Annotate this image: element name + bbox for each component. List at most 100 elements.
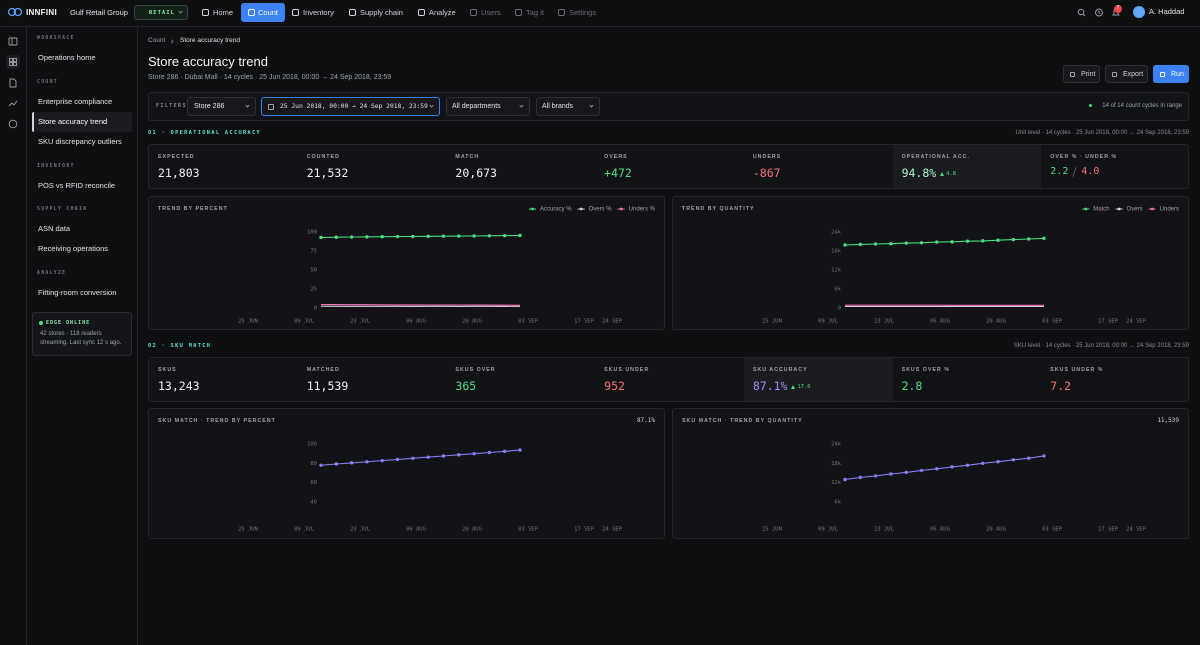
status-dot — [39, 321, 43, 326]
kpi-value: 4.0 — [1081, 166, 1100, 177]
button-icon — [1070, 72, 1075, 77]
data-point — [843, 243, 847, 247]
data-point — [319, 463, 323, 467]
nav-item[interactable]: Supply chain — [360, 8, 403, 17]
data-point — [981, 461, 985, 466]
data-point — [1026, 237, 1031, 241]
kpi-label: SKU ACCURACY — [752, 367, 808, 373]
kpi-value: 11,539 — [306, 379, 349, 393]
legend-dot — [1117, 207, 1121, 211]
kpi-label: MATCHED — [306, 367, 340, 373]
x-tick-label: 03 SEP — [1042, 319, 1063, 325]
data-point — [1042, 236, 1046, 241]
data-point — [349, 461, 354, 465]
x-tick-label: 06 AUG — [930, 527, 950, 533]
y-tick-label: 6k — [834, 500, 841, 506]
sidebar-section-title: SUPPLY CHAIN — [37, 207, 88, 213]
nav-icon — [349, 9, 356, 16]
data-point — [319, 235, 323, 240]
x-tick-label: 09 JUL — [294, 319, 315, 325]
series-line — [320, 303, 521, 306]
x-tick-label: 20 AUG — [462, 319, 482, 325]
action-button[interactable]: Print — [1063, 65, 1100, 83]
breadcrumb-item: Store accuracy trend — [180, 37, 240, 44]
filter-summary: 14 of 14 count cycles in range — [1102, 103, 1182, 109]
nav-item[interactable]: Analyze — [429, 8, 456, 17]
nav-item[interactable]: Users — [481, 8, 501, 17]
sidebar-item[interactable]: SKU discrepancy outliers — [38, 137, 122, 147]
series-line — [320, 449, 521, 466]
x-tick-label: 24 SEP — [602, 319, 623, 325]
badge[interactable]: RETAIL — [134, 5, 188, 20]
y-tick-label: 60 — [310, 480, 317, 486]
y-tick-label: 18k — [831, 461, 842, 467]
filter-control[interactable]: Store 286 — [187, 97, 256, 116]
legend-label: Unders % — [629, 207, 656, 213]
sidebar-item[interactable]: Operations home — [38, 53, 96, 62]
legend-dot — [1150, 207, 1154, 211]
filter-value: 25 Jun 2018, 00:00 → 24 Sep 2018, 23:59 — [280, 103, 428, 110]
nav-item[interactable]: Count — [258, 8, 279, 17]
data-point — [889, 472, 893, 476]
data-point — [457, 234, 461, 238]
nav-item[interactable]: Home — [213, 8, 234, 17]
data-point — [1042, 454, 1046, 458]
y-tick-label: 50 — [310, 268, 317, 274]
breadcrumb-item[interactable]: Count — [148, 37, 166, 44]
sidebar-item[interactable]: Fitting-room conversion — [38, 287, 117, 297]
data-point — [518, 233, 522, 238]
data-point — [996, 238, 1000, 242]
action-button[interactable]: Export — [1105, 65, 1148, 83]
nav-item[interactable]: Inventory — [303, 8, 334, 17]
sidebar-item[interactable]: ASN data — [38, 224, 71, 234]
y-tick-label: 40 — [310, 500, 317, 506]
nav-icon — [248, 9, 255, 16]
kpi-value: 7.2 — [1050, 379, 1072, 393]
sidebar-item[interactable]: Store accuracy trend — [38, 116, 108, 126]
sidebar-item[interactable]: Enterprise compliance — [38, 96, 113, 106]
series-line — [844, 237, 1045, 246]
action-button[interactable]: Run — [1153, 65, 1189, 83]
filter-control[interactable]: All departments — [446, 97, 530, 116]
legend-dot — [1084, 207, 1088, 211]
chart-card: TREND BY PERCENT 0 25 50 75 100 25 JUN 09 JUL 23… — [148, 196, 665, 330]
legend-label: Match — [1093, 207, 1109, 213]
legend-dot — [531, 207, 534, 211]
y-tick-label: 0 — [314, 306, 317, 312]
nav-icon — [418, 9, 425, 16]
brand: INNFINI — [26, 8, 57, 17]
avatar[interactable] — [1133, 6, 1145, 18]
data-point — [426, 455, 430, 459]
kpi-value: 94.8% — [901, 166, 937, 180]
chart-title: SKU MATCH · TREND BY PERCENT — [158, 418, 276, 424]
x-tick-label: 17 SEP — [1098, 319, 1119, 325]
kpi-value: 87.1% — [752, 379, 788, 393]
logo — [7, 7, 23, 17]
x-tick-label: 25 JUN — [762, 527, 782, 533]
filter-control[interactable]: 25 Jun 2018, 00:00 → 24 Sep 2018, 23:59 — [261, 97, 440, 116]
data-point — [1011, 237, 1016, 242]
user-name[interactable]: A. Haddad — [1149, 7, 1185, 16]
kpi-value: -867 — [752, 166, 781, 180]
kpi-label: SKUS UNDER % — [1050, 367, 1104, 373]
kpi-label: COUNTED — [306, 154, 340, 160]
x-tick-label: 06 AUG — [406, 319, 426, 325]
sidebar-item[interactable]: POS vs RFID reconcile — [38, 180, 116, 190]
nav-item[interactable]: Tag it — [526, 8, 544, 17]
y-tick-label: 24k — [831, 230, 842, 236]
nav-item[interactable]: Settings — [569, 8, 597, 17]
sidebar-item[interactable]: Receiving operations — [38, 244, 109, 254]
summary-dot — [1089, 104, 1092, 107]
data-point — [502, 449, 507, 454]
chart-plot: 0 25 50 75 100 25 JUN 09 JUL 23 JUL 06 AUG 20 AUG… — [238, 207, 656, 325]
x-tick-label: 03 SEP — [518, 319, 539, 325]
kpi-row: EXPECTED 21,803 COUNTED 21,532 MATCH 20,673 OV… — [148, 144, 1189, 189]
x-tick-label: 25 JUN — [238, 319, 258, 325]
nav-icon — [292, 9, 299, 16]
nav-active-bg — [241, 3, 285, 22]
filter-control[interactable]: All brands — [536, 97, 600, 116]
legend-label: Unders — [1160, 207, 1179, 213]
data-point — [950, 465, 954, 469]
x-tick-label: 17 SEP — [574, 527, 595, 533]
x-tick-label: 09 JUL — [294, 527, 315, 533]
